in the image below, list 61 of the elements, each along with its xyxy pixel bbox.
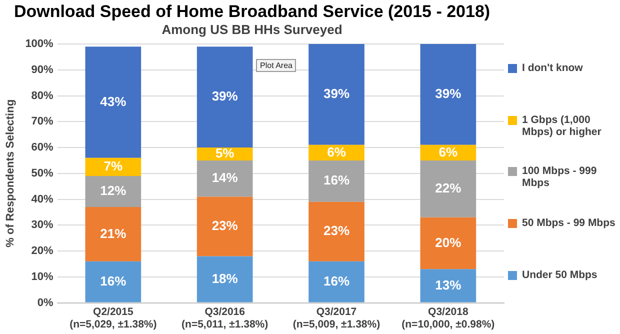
x-tick-label: Q3/2017 (n=5,009, ±1.38%) (292, 306, 380, 331)
bar (196, 196, 253, 256)
legend-label: 1 Gbps (1,000 Mbps) or higher (522, 114, 602, 138)
data-label: 39% (435, 86, 462, 102)
bar (420, 217, 476, 270)
y-tick-label: 30% (31, 219, 54, 232)
data-label: 6% (327, 144, 346, 160)
legend-label: 100 Mbps - 999 Mbps (522, 165, 598, 190)
data-label: 12% (100, 183, 127, 198)
data-label: 14% (212, 170, 238, 186)
data-label: 13% (435, 277, 462, 292)
y-tick-label: 100% (25, 38, 54, 50)
bar (85, 207, 142, 262)
y-tick-label: 80% (31, 90, 54, 102)
bar (196, 46, 253, 148)
y-tick-label: 10% (31, 270, 54, 283)
bar (85, 176, 142, 208)
x-tick-label: Q3/2016 (n=5,011, ±1.38%) (182, 306, 268, 331)
bar (196, 160, 253, 197)
y-tick-label: 0% (37, 296, 54, 309)
bar (420, 269, 476, 302)
bar (85, 261, 142, 302)
bar (196, 256, 253, 302)
bar (308, 261, 364, 302)
y-tick-label: 70% (31, 116, 54, 128)
data-label: 20% (435, 234, 462, 250)
data-label: 16% (323, 273, 350, 288)
legend-label: 50 Mbps - 99 Mbps (522, 217, 616, 230)
y-tick-label: 20% (31, 245, 54, 258)
bar (85, 46, 142, 158)
x-tick-label: Q2/2015 (n=5,029, ±1.38%) (70, 306, 157, 331)
chart-title: Download Speed of Home Broadband Service (2015 - 2018) (14, 2, 490, 21)
data-label: 39% (212, 88, 238, 104)
y-axis-title: % of Respondents Selecting (4, 99, 17, 248)
y-tick-label: 50% (31, 167, 54, 180)
legend-label: Under 50 Mbps (522, 268, 598, 281)
chart-subtitle: Among US BB HHs Surveyed (162, 22, 342, 37)
bar (85, 158, 142, 176)
y-tick-label: 40% (31, 193, 54, 206)
bar (420, 44, 476, 145)
data-label: 7% (104, 158, 123, 174)
data-label: 23% (323, 223, 350, 238)
bar (308, 160, 364, 202)
x-tick-label: Q3/2018 (n=10,000, ±0.98%) (402, 306, 495, 331)
data-label: 5% (215, 146, 235, 161)
bar (420, 160, 476, 218)
data-label: 21% (100, 226, 127, 241)
data-label: 23% (212, 218, 238, 234)
y-tick-label: 60% (31, 142, 54, 154)
data-label: 18% (212, 270, 238, 286)
data-label: 16% (100, 273, 127, 288)
data-label: 39% (323, 86, 350, 102)
annotation: Plot Area (256, 59, 296, 72)
bar (308, 202, 364, 262)
legend-label: I don't know (522, 62, 583, 74)
y-tick-label: 90% (31, 64, 54, 76)
data-label: 16% (323, 172, 350, 188)
data-label: 22% (435, 180, 462, 196)
data-label: 43% (100, 94, 127, 109)
bar (308, 44, 364, 145)
data-label: 6% (438, 144, 458, 160)
